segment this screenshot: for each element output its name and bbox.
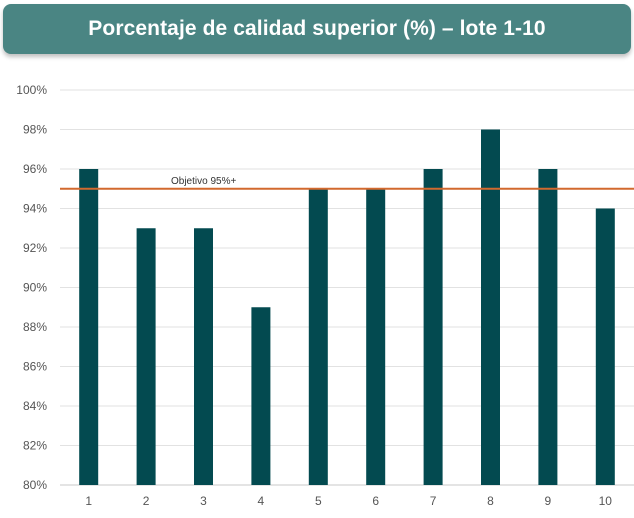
bar-7 <box>423 169 443 485</box>
x-tick-label: 4 <box>258 494 265 508</box>
x-axis-tick-labels: 1 2 3 4 5 6 7 8 9 10 <box>85 494 612 508</box>
x-tick-label: 9 <box>545 494 552 508</box>
bar-8 <box>481 129 500 485</box>
y-tick-label: 86% <box>23 360 47 374</box>
x-tick-label: 1 <box>85 494 92 508</box>
y-tick-label: 88% <box>23 320 47 334</box>
y-tick-label: 80% <box>23 478 47 492</box>
x-tick-label: 5 <box>315 494 322 508</box>
bar-9 <box>538 169 558 485</box>
target-reference: Objetivo 95%+ <box>60 176 634 190</box>
y-tick-label: 82% <box>23 439 47 453</box>
x-tick-label: 7 <box>430 494 437 508</box>
bar-6 <box>366 188 386 485</box>
x-tick-label: 3 <box>200 494 207 508</box>
x-tick-label: 10 <box>599 494 613 508</box>
x-tick-label: 6 <box>372 494 379 508</box>
bar-4 <box>251 307 271 485</box>
bar-1 <box>79 169 99 485</box>
bar-5 <box>308 188 328 485</box>
chart-title: Porcentaje de calidad superior (%) – lot… <box>3 4 631 54</box>
y-tick-label: 84% <box>23 399 47 413</box>
bar-3 <box>194 228 213 485</box>
y-tick-label: 92% <box>23 241 47 255</box>
y-tick-label: 100% <box>16 83 47 97</box>
x-tick-label: 8 <box>487 494 494 508</box>
x-tick-label: 2 <box>143 494 150 508</box>
bars <box>79 129 615 485</box>
y-tick-label: 94% <box>23 202 47 216</box>
bar-2 <box>136 228 156 485</box>
y-tick-label: 98% <box>23 123 47 137</box>
y-axis-tick-labels: 80% 82% 84% 86% 88% 90% 92% 94% 96% 98% 100% <box>16 83 47 492</box>
y-tick-label: 96% <box>23 162 47 176</box>
bar-10 <box>595 208 615 485</box>
y-tick-label: 90% <box>23 281 47 295</box>
grid-lines <box>60 89 634 486</box>
target-line-label: Objetivo 95%+ <box>171 176 236 187</box>
